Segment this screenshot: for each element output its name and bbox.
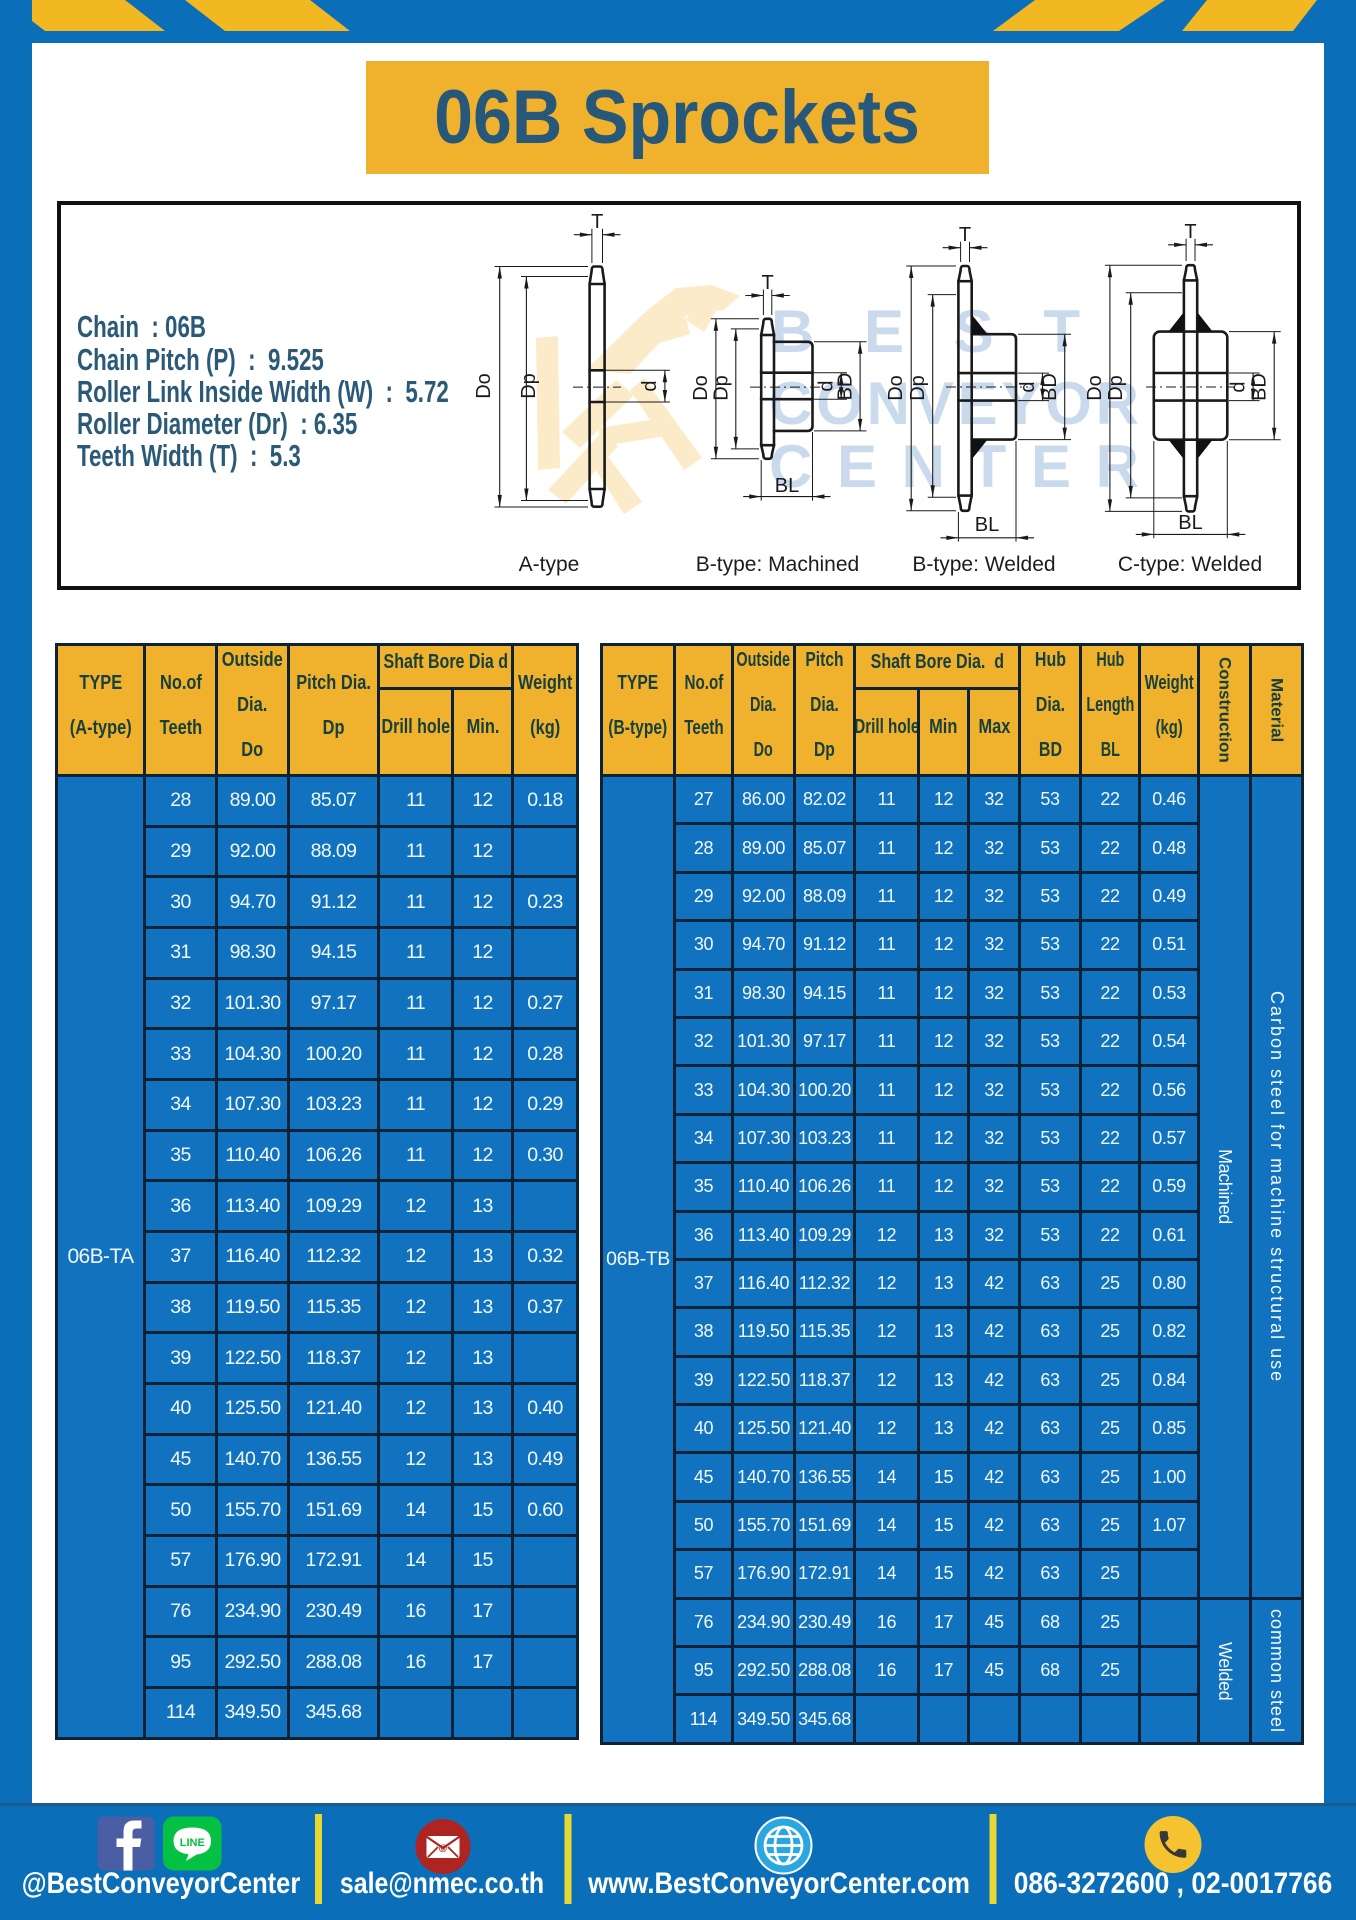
svg-text:BL: BL (1178, 512, 1202, 534)
svg-text:T: T (761, 272, 773, 294)
svg-text:Dp: Dp (518, 373, 540, 399)
svg-text:d: d (1017, 381, 1039, 392)
svg-text:T: T (959, 224, 971, 246)
svg-text:Dp: Dp (1105, 375, 1127, 401)
svg-text:BD: BD (835, 373, 857, 401)
svg-text:LINE: LINE (180, 1837, 205, 1849)
svg-text:d: d (639, 380, 661, 391)
svg-text:T: T (1184, 221, 1196, 243)
svg-text:BD: BD (1249, 373, 1271, 401)
svg-text:BL: BL (775, 475, 799, 497)
svg-text:@: @ (439, 1843, 448, 1853)
svg-text:d: d (1228, 381, 1250, 392)
svg-text:Do: Do (690, 375, 712, 401)
svg-text:Dp: Dp (907, 375, 929, 401)
svg-text:Do: Do (1084, 375, 1106, 401)
svg-text:BD: BD (1039, 373, 1061, 401)
svg-text:Do: Do (473, 373, 495, 399)
svg-text:BL: BL (975, 514, 999, 536)
svg-text:Do: Do (885, 375, 907, 401)
svg-text:Dp: Dp (710, 375, 732, 401)
svg-text:d: d (816, 380, 838, 391)
svg-text:T: T (591, 211, 603, 233)
